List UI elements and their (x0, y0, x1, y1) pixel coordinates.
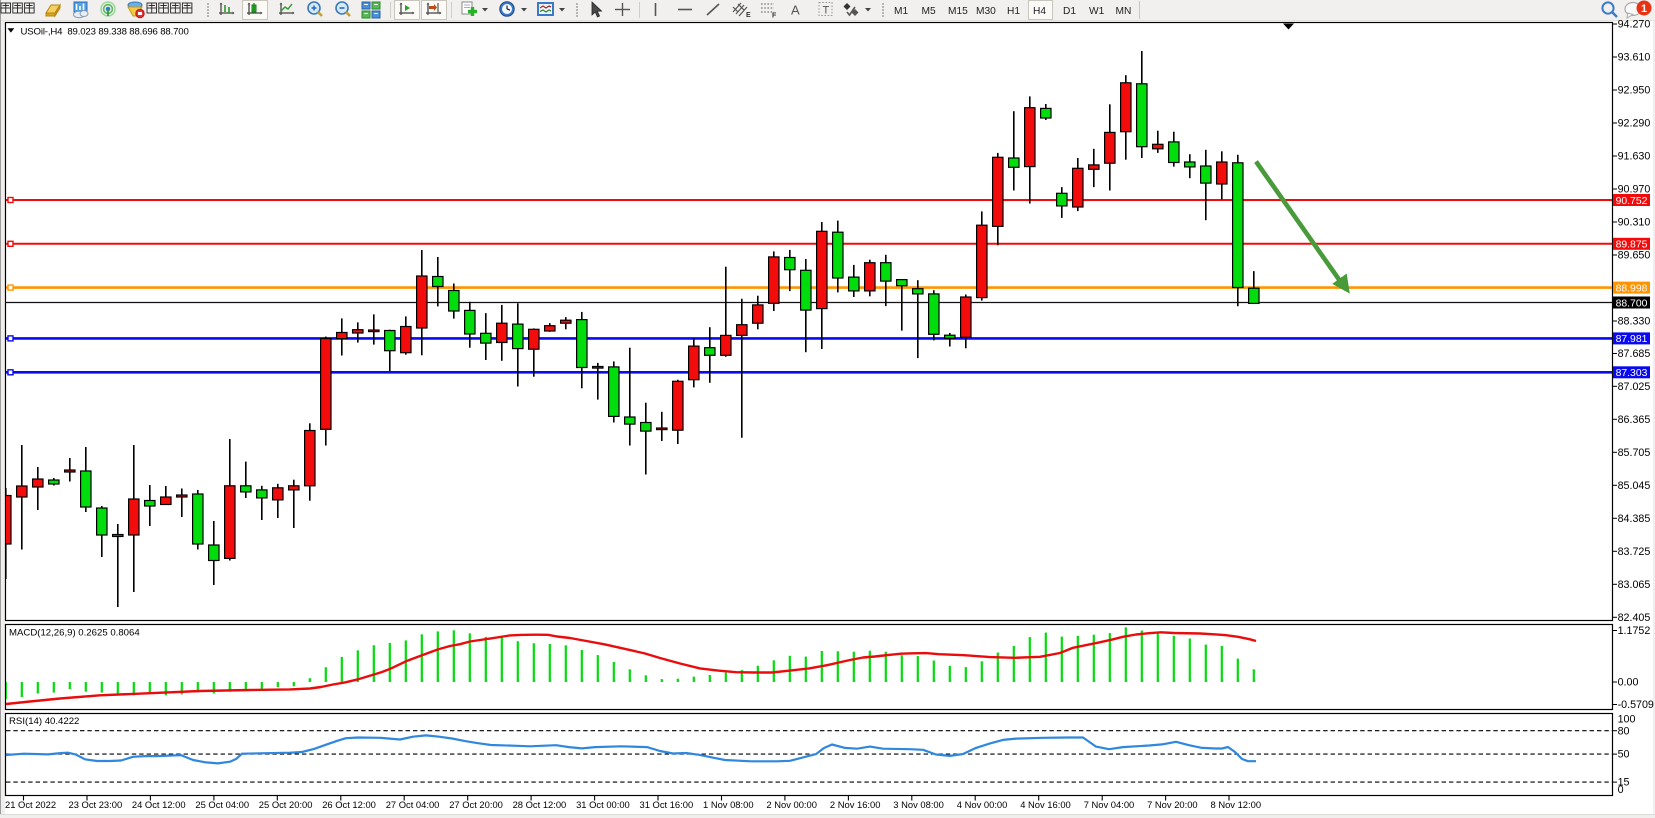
svg-text:27 Oct 04:00: 27 Oct 04:00 (386, 799, 440, 810)
svg-text:4 Nov 00:00: 4 Nov 00:00 (957, 799, 1008, 810)
svg-text:4 Nov 16:00: 4 Nov 16:00 (1020, 799, 1071, 810)
svg-text:85.705: 85.705 (1618, 447, 1651, 459)
svg-text:M30: M30 (976, 6, 996, 17)
svg-text:2 Nov 16:00: 2 Nov 16:00 (830, 799, 881, 810)
svg-text:92.290: 92.290 (1618, 118, 1651, 130)
svg-text:0.00: 0.00 (1618, 677, 1639, 689)
svg-text:88.330: 88.330 (1618, 316, 1651, 328)
svg-text:31 Oct 16:00: 31 Oct 16:00 (640, 799, 694, 810)
svg-text:7 Nov 20:00: 7 Nov 20:00 (1147, 799, 1198, 810)
svg-text:82.405: 82.405 (1618, 612, 1651, 624)
svg-text:87.303: 87.303 (1616, 368, 1648, 379)
svg-text:80: 80 (1618, 725, 1630, 737)
svg-text:89.650: 89.650 (1618, 250, 1651, 262)
svg-text:24 Oct 12:00: 24 Oct 12:00 (132, 799, 186, 810)
svg-text:23 Oct 23:00: 23 Oct 23:00 (69, 799, 123, 810)
svg-text:88.998: 88.998 (1616, 283, 1648, 294)
svg-text:E: E (746, 12, 751, 19)
svg-text:31 Oct 00:00: 31 Oct 00:00 (576, 799, 630, 810)
svg-text:84.385: 84.385 (1618, 513, 1651, 525)
svg-text:87.685: 87.685 (1618, 348, 1651, 360)
svg-text:93.610: 93.610 (1618, 52, 1651, 64)
svg-text:H1: H1 (1007, 6, 1020, 17)
svg-text:MACD(12,26,9) 0.2625 0.8064: MACD(12,26,9) 0.2625 0.8064 (9, 627, 140, 638)
svg-text:83.725: 83.725 (1618, 546, 1651, 558)
svg-text:27 Oct 20:00: 27 Oct 20:00 (449, 799, 503, 810)
svg-text:-0.5709: -0.5709 (1618, 699, 1654, 711)
svg-text:M1: M1 (894, 6, 908, 17)
svg-text:RSI(14) 40.4222: RSI(14) 40.4222 (9, 716, 79, 727)
svg-text:USOil-,H4 89.023 89.338 88.69: USOil-,H4 89.023 89.338 88.696 88.700 (21, 26, 189, 37)
svg-text:87.025: 87.025 (1618, 381, 1651, 393)
svg-text:8 Nov 12:00: 8 Nov 12:00 (1211, 799, 1262, 810)
svg-text:89.875: 89.875 (1616, 240, 1648, 251)
svg-text:90.752: 90.752 (1616, 196, 1648, 207)
svg-text:7 Nov 04:00: 7 Nov 04:00 (1084, 799, 1135, 810)
svg-text:0: 0 (1618, 784, 1624, 796)
svg-text:83.065: 83.065 (1618, 579, 1651, 591)
svg-text:94.270: 94.270 (1618, 19, 1651, 31)
svg-text:W1: W1 (1089, 6, 1105, 17)
svg-text:F: F (772, 13, 777, 20)
svg-text:A: A (791, 3, 800, 18)
svg-text:28 Oct 12:00: 28 Oct 12:00 (513, 799, 567, 810)
svg-text:1 Nov 08:00: 1 Nov 08:00 (703, 799, 754, 810)
svg-text:D1: D1 (1063, 6, 1076, 17)
svg-text:T: T (823, 5, 830, 17)
svg-text:M5: M5 (922, 6, 936, 17)
svg-text:1.1752: 1.1752 (1618, 625, 1651, 637)
svg-text:92.950: 92.950 (1618, 85, 1651, 97)
svg-text:MN: MN (1116, 6, 1132, 17)
svg-text:H4: H4 (1033, 6, 1046, 17)
svg-text:90.310: 90.310 (1618, 217, 1651, 229)
svg-text:21 Oct 2022: 21 Oct 2022 (5, 799, 56, 810)
svg-text:M15: M15 (948, 6, 968, 17)
svg-text:25 Oct 04:00: 25 Oct 04:00 (195, 799, 249, 810)
svg-text:3 Nov 08:00: 3 Nov 08:00 (893, 799, 944, 810)
svg-text:87.981: 87.981 (1616, 334, 1648, 345)
svg-text:2 Nov 00:00: 2 Nov 00:00 (766, 799, 817, 810)
svg-text:25 Oct 20:00: 25 Oct 20:00 (259, 799, 313, 810)
svg-text:85.045: 85.045 (1618, 480, 1651, 492)
svg-text:91.630: 91.630 (1618, 151, 1651, 163)
svg-text:26 Oct 12:00: 26 Oct 12:00 (322, 799, 376, 810)
svg-text:1: 1 (1641, 3, 1647, 15)
svg-text:90.970: 90.970 (1618, 184, 1651, 196)
svg-text:86.365: 86.365 (1618, 414, 1651, 426)
svg-text:88.700: 88.700 (1616, 298, 1648, 309)
svg-text:50: 50 (1618, 749, 1630, 761)
svg-text:15: 15 (1618, 777, 1630, 789)
svg-text:100: 100 (1618, 714, 1636, 726)
